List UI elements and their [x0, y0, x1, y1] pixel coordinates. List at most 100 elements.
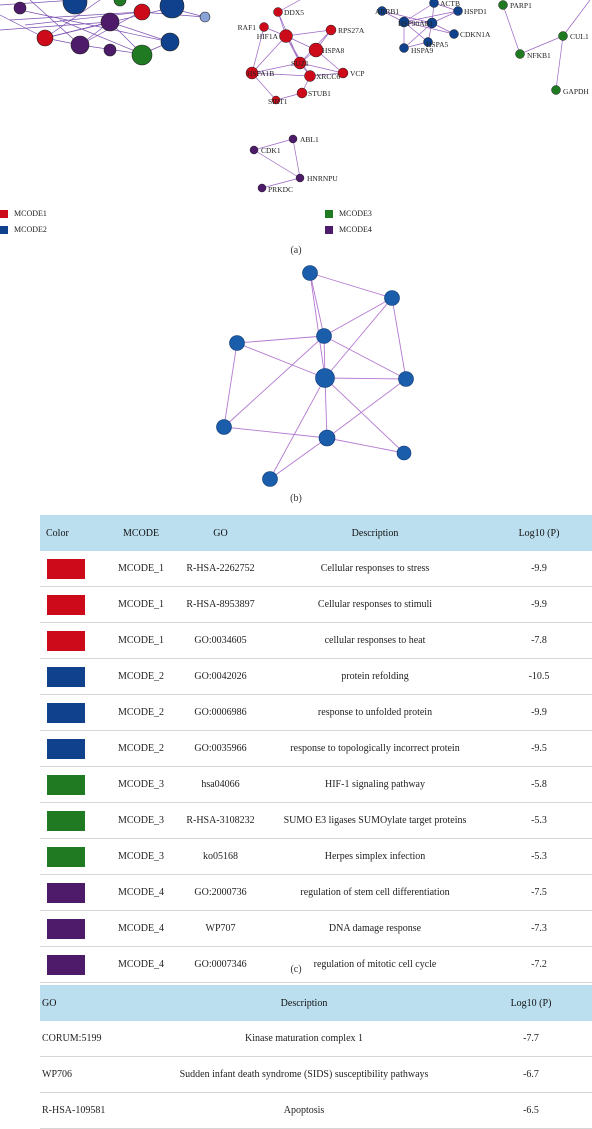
table-row: MCODE_2 GO:0042026 protein refolding -10.5 [40, 658, 592, 695]
mcode-cell: MCODE_1 [105, 586, 177, 623]
description-cell: Apoptosis [138, 1092, 470, 1129]
node-label: HSP90AB1 [398, 19, 434, 28]
col-header-description: Description [264, 515, 486, 551]
cluster-mcode4-nodes [249, 134, 305, 193]
cluster-mcode1-nodes [245, 7, 349, 105]
color-cell [40, 838, 105, 875]
graph-node [315, 368, 335, 388]
color-cell [40, 730, 105, 767]
color-cell [40, 694, 105, 731]
table-row: MCODE_1 R-HSA-8953897 Cellular responses t… [40, 586, 592, 623]
table-row: MCODE_3 hsa04066 HIF-1 signaling pathway -5… [40, 766, 592, 803]
mcode-cell: MCODE_2 [105, 730, 177, 767]
node-label: HIF1A [257, 32, 279, 41]
node-label: HSPA1B [247, 69, 274, 78]
col-header-description: Description [138, 985, 470, 1021]
table-row: R-HSA-109581 Apoptosis -6.5 [40, 1092, 592, 1129]
mcode-cell: MCODE_1 [105, 551, 177, 587]
graph-node [216, 419, 232, 435]
legend-label-mcode2: MCODE2 [14, 225, 47, 234]
caption-c: (c) [290, 964, 302, 975]
table-row: MCODE_3 ko05168 Herpes simplex infection -5… [40, 838, 592, 875]
legend-label-mcode4: MCODE4 [339, 225, 372, 234]
color-swatch [47, 558, 85, 579]
color-cell [40, 910, 105, 947]
go-cell: GO:0006986 [177, 694, 264, 731]
graph-node [302, 265, 318, 281]
table-row: MCODE_4 GO:2000736 regulation of stem cell… [40, 874, 592, 911]
graph-node [316, 328, 332, 344]
description-cell: cellular responses to heat [264, 622, 486, 659]
go-cell: GO:0034605 [177, 622, 264, 659]
go-cell: GO:0042026 [177, 658, 264, 695]
node-label: CDK1 [261, 146, 281, 155]
mcode-cell: MCODE_3 [105, 766, 177, 803]
go-cell: ko05168 [177, 838, 264, 875]
log10p-cell: -7.5 [486, 874, 592, 911]
go-cell: R-HSA-2262752 [177, 551, 264, 587]
legend-swatch-mcode4 [325, 226, 333, 234]
caption-a: (a) [290, 245, 302, 256]
node-label: SIRT1 [268, 97, 288, 106]
node-label: XRCC6 [316, 72, 340, 81]
color-swatch [47, 774, 85, 795]
node-label: HSPA5 [426, 40, 448, 49]
node-label: NFKB1 [527, 51, 551, 60]
mcode-cell: MCODE_3 [105, 802, 177, 839]
description-cell: response to unfolded protein [264, 694, 486, 731]
description-cell: Herpes simplex infection [264, 838, 486, 875]
node-label: HNRNPU [307, 174, 338, 183]
graph-node [262, 471, 278, 487]
table-row: CORUM:5199 Kinase maturation complex 1 -7.… [40, 1021, 592, 1057]
node-label: ARRB1 [375, 7, 399, 16]
log10p-cell: -5.3 [486, 838, 592, 875]
col-header-color: Color [40, 515, 105, 551]
log10p-cell: -9.9 [486, 586, 592, 623]
color-cell [40, 874, 105, 911]
node-label: PARP1 [510, 1, 532, 10]
node-label: CDKN1A [460, 30, 491, 39]
table-row: MCODE_3 R-HSA-3108232 SUMO E3 ligases SUMO… [40, 802, 592, 839]
col-header-log10p: Log10 (P) [470, 985, 592, 1021]
log10p-cell: -6.7 [470, 1056, 592, 1093]
color-swatch [47, 882, 85, 903]
description-cell: regulation of stem cell differentiation [264, 874, 486, 911]
cluster-mcode2-nodes [377, 0, 463, 53]
caption-b: (b) [290, 493, 302, 504]
node-label: HSPA9 [411, 46, 433, 55]
col-header-log10p: Log10 (P) [486, 515, 592, 551]
description-cell: response to topologically incorrect prot… [264, 730, 486, 767]
mcode-cell: MCODE_3 [105, 838, 177, 875]
color-cell [40, 946, 105, 983]
legend-label-mcode3: MCODE3 [339, 209, 372, 218]
legend-swatch-mcode3 [325, 210, 333, 218]
color-cell [40, 802, 105, 839]
color-swatch [47, 954, 85, 975]
log10p-cell: -9.5 [486, 730, 592, 767]
table-header-row: Color MCODE GO Description Log10 (P) [40, 515, 592, 551]
go-cell: GO:2000736 [177, 874, 264, 911]
node-label: RAF1 [238, 23, 257, 32]
graph-node [318, 429, 336, 447]
log10p-cell: -6.5 [470, 1092, 592, 1129]
description-cell: Cellular responses to stress [264, 551, 486, 587]
description-cell: DNA damage response [264, 910, 486, 947]
go-cell: R-HSA-3108232 [177, 802, 264, 839]
go-cell: R-HSA-109581 [40, 1092, 138, 1129]
color-swatch [47, 846, 85, 867]
log10p-cell: -7.7 [470, 1021, 592, 1057]
col-header-mcode: MCODE [105, 515, 177, 551]
node-label: HSPD1 [464, 7, 487, 16]
node-label: CUL1 [570, 32, 589, 41]
cluster-mcode3-nodes [498, 0, 568, 95]
log10p-cell: -10.5 [486, 658, 592, 695]
table-row: WP706 Sudden infant death syndrome (SIDS)… [40, 1056, 592, 1093]
legend-swatch-mcode1 [0, 210, 8, 218]
mcode-cell: MCODE_4 [105, 874, 177, 911]
color-swatch [47, 702, 85, 723]
node-label: ACTB [440, 0, 460, 8]
color-swatch [47, 810, 85, 831]
col-header-go: GO [177, 515, 264, 551]
description-cell: Sudden infant death syndrome (SIDS) susc… [138, 1056, 470, 1093]
color-swatch [47, 738, 85, 759]
